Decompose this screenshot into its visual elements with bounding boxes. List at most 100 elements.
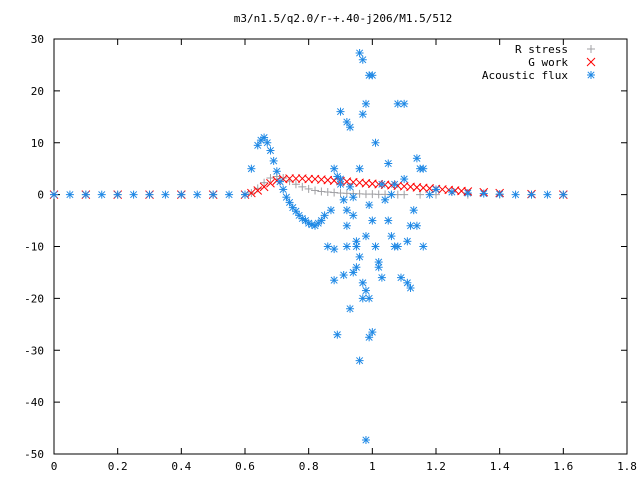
data-point — [279, 185, 288, 194]
data-point — [416, 190, 425, 199]
data-point — [266, 178, 275, 188]
data-point — [342, 221, 351, 230]
chart-title: m3/n1.5/q2.0/r-+.40-j206/M1.5/512 — [234, 12, 453, 25]
data-point — [419, 242, 428, 251]
y-tick-label: 0 — [37, 189, 44, 202]
y-tick-label: 20 — [31, 85, 44, 98]
data-point — [358, 55, 367, 64]
data-point — [288, 203, 297, 212]
data-point — [177, 190, 186, 199]
y-tick-label: -40 — [24, 396, 44, 409]
data-point — [333, 330, 342, 339]
data-point — [259, 182, 269, 192]
data-point — [412, 154, 421, 163]
data-point — [330, 245, 339, 254]
data-point — [298, 182, 307, 191]
data-point — [406, 284, 415, 292]
y-tick-label: -30 — [24, 344, 44, 357]
data-point — [447, 188, 456, 197]
legend-label: G work — [528, 56, 568, 69]
data-point — [65, 190, 74, 199]
data-point — [432, 185, 440, 194]
data-point — [291, 174, 301, 183]
axis-ticks: 0 0.2 0.4 0.6 0.8 1 1.2 1.4 1.6 1.8 30 20 10 0 -10 -20 -… — [24, 33, 637, 473]
data-point — [81, 190, 90, 199]
data-point — [50, 190, 58, 199]
data-point — [377, 273, 386, 282]
x-tick-label: 1.6 — [553, 460, 573, 473]
x-tick-label: 1 — [369, 460, 376, 473]
data-point — [355, 49, 364, 58]
data-point — [161, 190, 170, 199]
data-point — [97, 190, 106, 199]
y-tick-label: -20 — [24, 292, 44, 305]
data-point — [527, 190, 536, 199]
series-r-stress — [50, 172, 568, 199]
data-point — [285, 174, 294, 183]
data-point — [361, 286, 370, 295]
data-point — [412, 221, 421, 230]
data-point — [463, 189, 472, 198]
data-point — [260, 178, 269, 187]
data-point — [400, 190, 409, 199]
y-tick-label: 10 — [31, 137, 44, 150]
data-point — [387, 190, 396, 199]
data-point — [266, 146, 275, 155]
legend-label: Acoustic flux — [482, 69, 568, 82]
data-point — [384, 159, 393, 168]
data-point — [403, 278, 412, 287]
data-point — [425, 190, 434, 199]
data-point — [129, 190, 138, 199]
data-point — [339, 195, 348, 204]
data-point — [419, 164, 428, 173]
data-point — [260, 133, 269, 142]
x-tick-label: 0.6 — [235, 460, 255, 473]
y-tick-label: 30 — [31, 33, 44, 46]
legend-marker — [587, 71, 595, 79]
data-point — [323, 188, 332, 197]
legend-entry: G work — [528, 56, 596, 69]
series-layer — [49, 49, 568, 444]
x-tick-label: 0.2 — [108, 460, 128, 473]
data-point — [396, 273, 405, 282]
data-point — [336, 107, 345, 116]
data-point — [381, 195, 390, 204]
data-point — [247, 164, 256, 173]
data-point — [342, 206, 351, 215]
x-tick-label: 1.8 — [617, 460, 637, 473]
data-point — [479, 189, 488, 198]
data-point — [253, 186, 263, 195]
data-point — [400, 175, 409, 184]
legend-marker — [586, 57, 596, 67]
data-point — [358, 110, 367, 119]
data-point — [368, 71, 377, 80]
y-tick-label: -50 — [24, 448, 44, 461]
legend-label: R stress — [515, 43, 568, 56]
x-tick-label: 0.8 — [299, 460, 319, 473]
data-point — [371, 138, 380, 147]
series-acoustic-flux — [50, 49, 568, 444]
data-point — [371, 242, 380, 251]
data-point — [330, 188, 339, 197]
data-point — [279, 174, 288, 183]
data-point — [387, 232, 396, 241]
data-point — [291, 180, 300, 189]
data-point — [326, 206, 335, 215]
data-point — [495, 190, 504, 199]
data-point — [339, 271, 348, 280]
data-point — [253, 184, 262, 193]
data-point — [241, 190, 249, 199]
data-point — [403, 237, 412, 246]
data-point — [342, 118, 351, 126]
data-point — [511, 190, 520, 199]
data-point — [400, 99, 409, 108]
data-point — [209, 190, 218, 199]
data-point — [253, 141, 262, 150]
data-point — [317, 187, 326, 196]
data-point — [276, 177, 285, 186]
data-point — [291, 207, 300, 216]
data-point — [349, 268, 358, 277]
data-point — [361, 232, 370, 241]
data-point — [336, 180, 345, 189]
